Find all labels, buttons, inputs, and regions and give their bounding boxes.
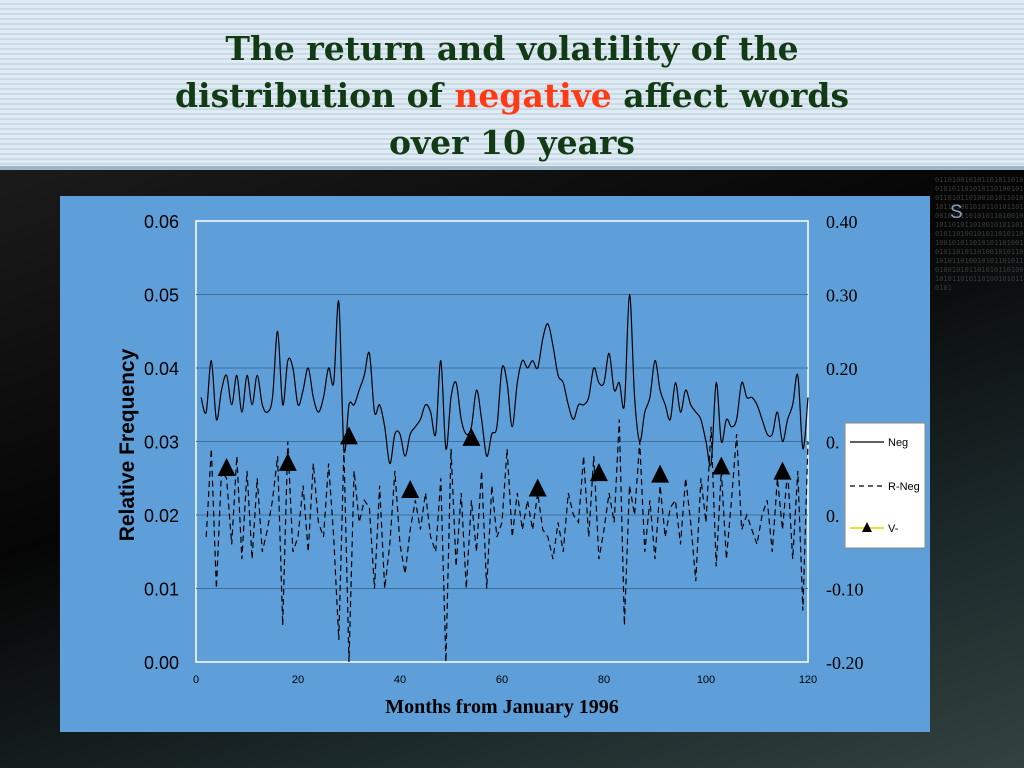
v-marker [773,461,792,480]
left-tick-label: 0.02 [144,506,179,526]
legend-swatch-v-marker [862,522,872,532]
x-tick-label: 0 [193,674,199,686]
legend: Neg R-Neg V- [844,422,926,549]
legend-label-v: V- [888,523,899,535]
left-tick-label: 0.05 [144,286,179,306]
title-line-1: The return and volatility of the [225,29,799,68]
v-marker [401,480,420,499]
series-line-r-neg [205,419,809,663]
right-tick-label: 0.30 [826,286,858,306]
left-tick-label: 0.06 [144,212,179,232]
v-marker [340,426,358,445]
left-tick-label: 0.00 [144,653,179,673]
right-tick-label: -0.20 [826,653,864,673]
left-tick-label: 0.04 [144,359,179,379]
v-marker [462,427,481,446]
slide-title: The return and volatility of the distrib… [60,25,964,166]
y-axis-label: Relative Frequency [116,348,139,541]
right-tick-label: 0.40 [826,212,858,232]
title-band: The return and volatility of the distrib… [0,0,1024,170]
title-line-2b: affect words [623,76,850,115]
title-line-3: over 10 years [389,123,635,162]
x-tick-label: 100 [697,674,715,686]
x-tick-label: 80 [598,674,610,686]
left-axis-ticks: 0.00 0.01 0.02 0.03 0.04 0.05 0.06 [144,212,179,673]
v-marker [712,456,731,475]
x-tick-label: 60 [496,674,508,686]
title-highlight-word: negative [454,76,612,115]
x-tick-label: 120 [799,674,817,686]
legend-label-r-neg: R-Neg [888,481,920,493]
title-line-2a: distribution of [174,76,443,115]
x-axis-label: Months from January 1996 [385,696,619,718]
right-tick-label: 0. [826,506,840,526]
v-marker [651,464,670,483]
right-tick-label: -0.10 [826,580,864,600]
x-tick-label: 20 [292,674,304,686]
series-markers-v [217,426,792,499]
right-axis-ticks: -0.20 -0.10 0. 0. 0.20 0.30 0.40 [826,212,864,673]
series-line-neg [200,293,809,467]
right-tick-label: 0. [826,433,840,453]
left-tick-label: 0.03 [144,433,179,453]
binary-pattern-decoration: 0110100101011010110100101011010101101001… [935,176,1024,292]
v-marker [217,457,236,476]
x-tick-label: 40 [394,674,406,686]
right-tick-label: 0.20 [826,359,858,379]
legend-label-neg: Neg [888,437,908,449]
left-tick-label: 0.01 [144,580,179,600]
v-marker [528,478,547,497]
decor-letter: S [950,202,963,223]
v-marker [589,463,608,482]
x-axis-ticks: 0 20 40 60 80 100 120 [193,674,817,686]
v-marker [278,452,297,471]
